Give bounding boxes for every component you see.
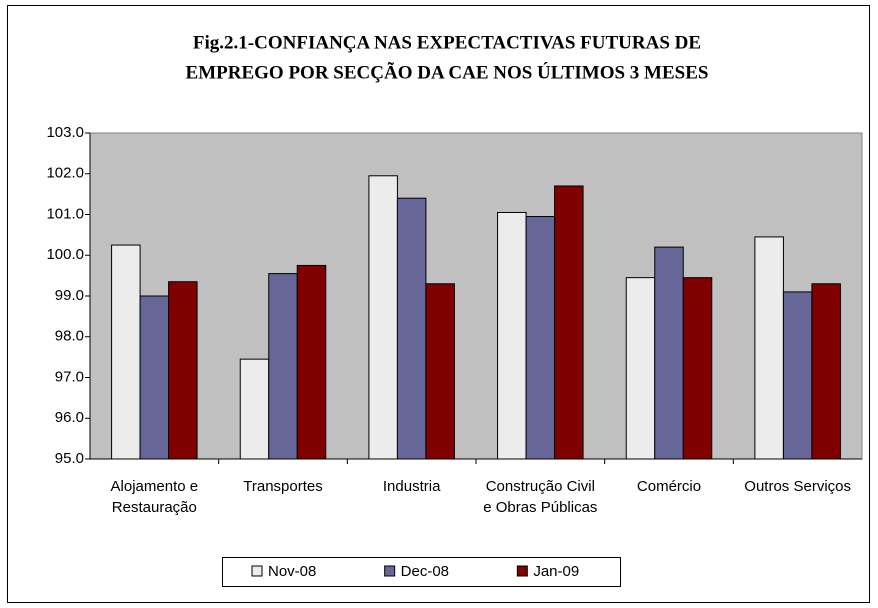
bar: [268, 273, 298, 460]
bar: [139, 295, 170, 460]
x-tick-label: Outros Serviços: [744, 478, 851, 495]
legend-label: Nov-08: [268, 563, 316, 580]
bar: [239, 358, 270, 460]
bar: [625, 277, 656, 460]
chart-subtitle: EMPREGO POR SECÇÃO DA CAE NOS ÚLTIMOS 3 …: [186, 61, 709, 83]
bar: [754, 236, 784, 460]
bar: [654, 246, 684, 460]
bar: [497, 211, 527, 460]
x-tick-label: Transportes: [243, 478, 323, 495]
legend-label: Dec-08: [401, 563, 449, 580]
bar: [396, 197, 427, 460]
legend-swatch: [251, 565, 263, 577]
bar: [425, 283, 455, 460]
y-tick-label: 98.0: [55, 328, 84, 345]
x-tick-label: Industria: [382, 478, 441, 495]
bar: [368, 175, 398, 460]
y-tick-label: 102.0: [46, 165, 84, 182]
y-tick-label: 100.0: [46, 246, 84, 263]
bar: [682, 277, 713, 460]
x-tick-label: Comércio: [636, 478, 702, 495]
y-tick-label: 96.0: [55, 409, 84, 426]
legend-swatch: [516, 565, 528, 577]
bar: [168, 281, 198, 460]
y-tick-label: 97.0: [55, 368, 84, 385]
plot-area: [89, 132, 863, 460]
bar: [554, 185, 584, 460]
y-tick-label: 103.0: [46, 124, 84, 141]
y-tick-label: 101.0: [46, 205, 84, 222]
bar: [811, 283, 841, 460]
chart-title: Fig.2.1-CONFIANÇA NAS EXPECTACTIVAS FUTU…: [193, 32, 701, 53]
bar: [296, 264, 327, 460]
y-tick-label: 99.0: [55, 287, 84, 304]
bar: [111, 244, 141, 460]
x-tick-label: Alojamento e Restauração: [110, 478, 199, 516]
legend-label: Jan-09: [533, 563, 579, 580]
y-tick-label: 95.0: [55, 450, 84, 467]
bar: [525, 216, 556, 460]
legend-swatch: [384, 565, 396, 577]
legend-box: [222, 557, 621, 587]
x-tick-label: Construção Civil e Obras Públicas: [483, 478, 598, 516]
bar: [782, 291, 813, 460]
